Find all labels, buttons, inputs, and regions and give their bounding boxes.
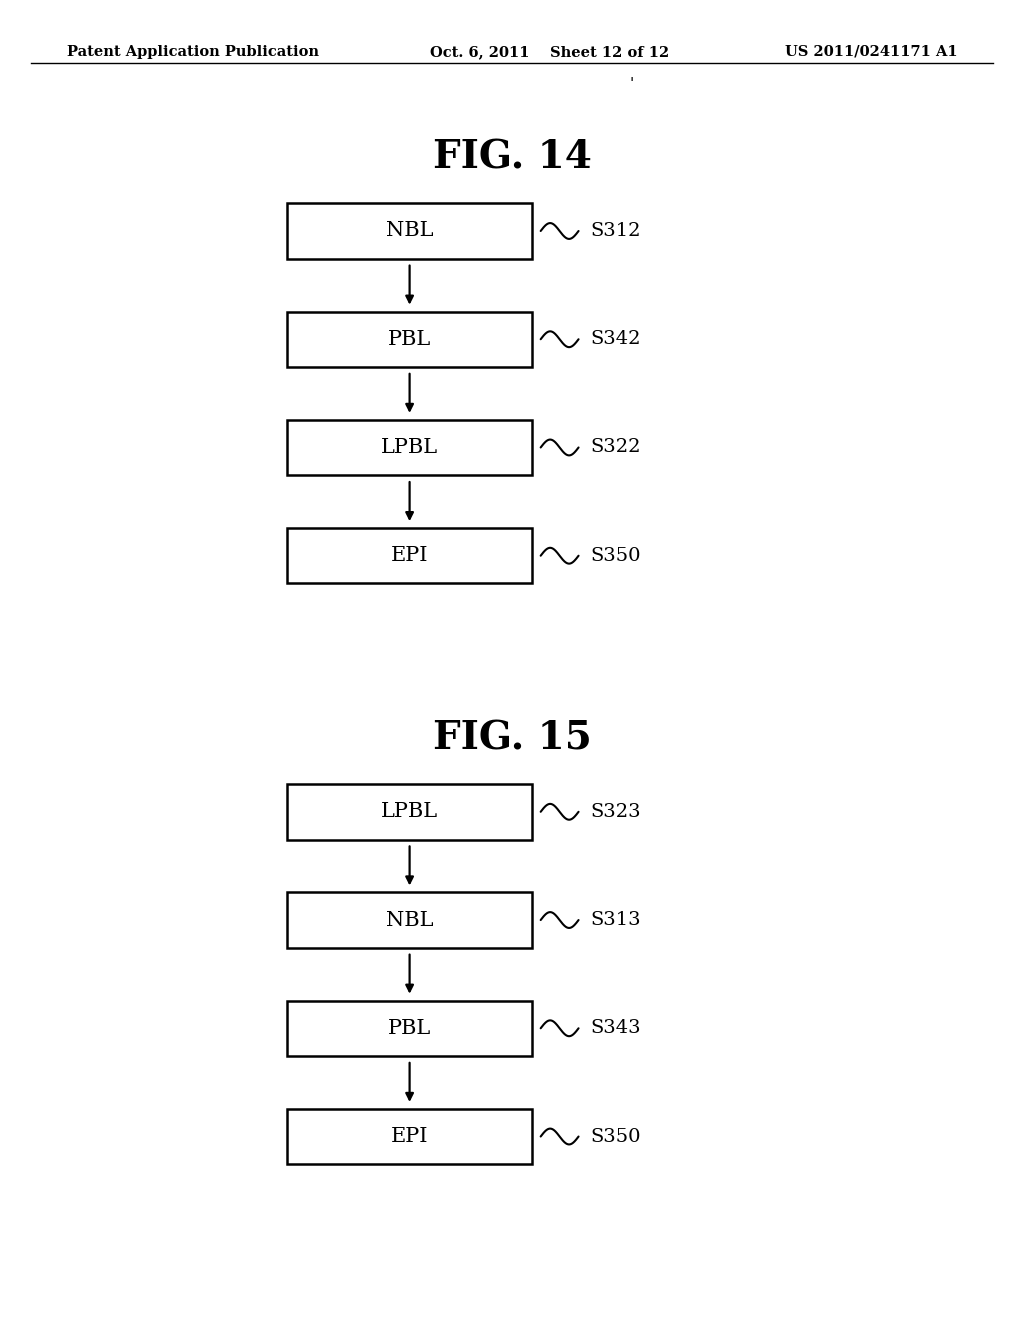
Text: FIG. 15: FIG. 15 [432,719,592,758]
Text: NBL: NBL [386,222,433,240]
Text: S322: S322 [591,438,641,457]
Bar [287,784,532,840]
Bar [287,203,532,259]
Text: FIG. 14: FIG. 14 [432,139,592,177]
Bar [287,312,532,367]
Text: S313: S313 [591,911,641,929]
Text: NBL: NBL [386,911,433,929]
Text: EPI: EPI [391,1127,428,1146]
Text: LPBL: LPBL [381,803,438,821]
Text: Patent Application Publication: Patent Application Publication [67,45,318,59]
Text: Oct. 6, 2011    Sheet 12 of 12: Oct. 6, 2011 Sheet 12 of 12 [430,45,670,59]
Text: S342: S342 [591,330,641,348]
Text: US 2011/0241171 A1: US 2011/0241171 A1 [784,45,957,59]
Text: ': ' [630,77,634,91]
Bar [287,528,532,583]
Text: LPBL: LPBL [381,438,438,457]
Text: PBL: PBL [388,1019,431,1038]
Text: EPI: EPI [391,546,428,565]
Bar [287,420,532,475]
Bar [287,1001,532,1056]
Text: S343: S343 [591,1019,641,1038]
Bar [287,892,532,948]
Text: S350: S350 [591,546,641,565]
Bar [287,1109,532,1164]
Text: PBL: PBL [388,330,431,348]
Text: S312: S312 [591,222,641,240]
Text: S350: S350 [591,1127,641,1146]
Text: S323: S323 [591,803,641,821]
